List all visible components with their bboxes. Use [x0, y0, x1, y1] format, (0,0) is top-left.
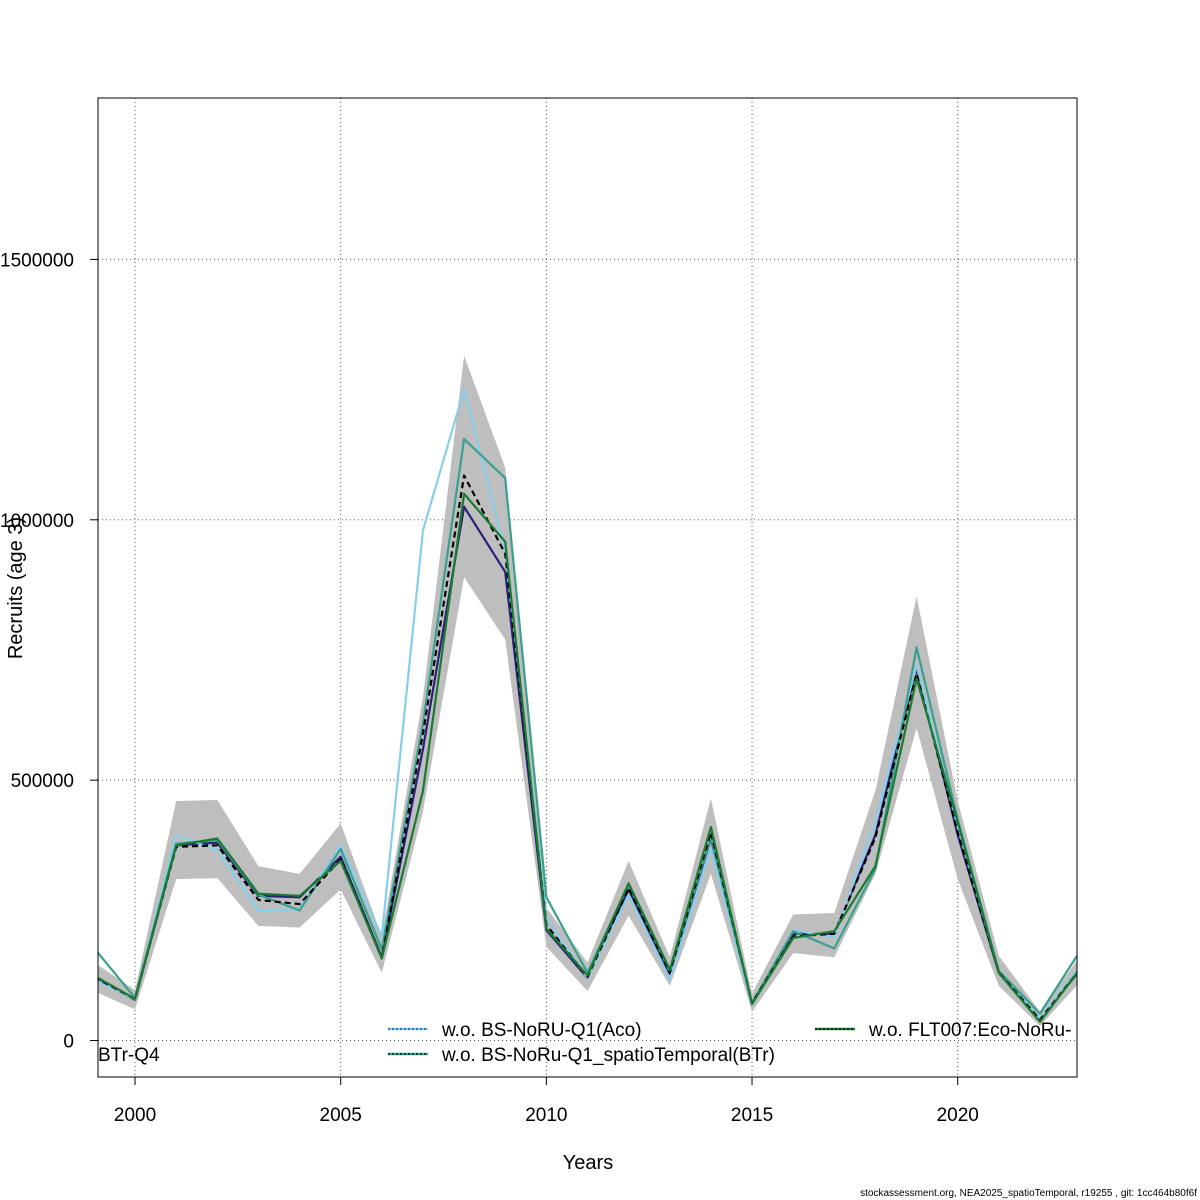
confidence-band	[98, 355, 1077, 1026]
plot-frame	[97, 97, 1078, 1078]
series-line-w-o-bs-noru-q3-btr	[98, 474, 1077, 1021]
x-tick-label-2010: 2010	[525, 1105, 567, 1126]
x-tick-label-2015: 2015	[731, 1105, 773, 1126]
x-axis-ticks: 2000 2005 2010 2015 2020	[114, 1077, 979, 1126]
y-tick-label-1500000: 1500000	[0, 250, 74, 271]
footer-credit: stockassessment.org, NEA2025_spatioTempo…	[860, 1188, 1197, 1199]
y-axis-label: Recruits (age 3)	[5, 517, 27, 659]
confidence-band-layer	[98, 355, 1077, 1026]
x-axis-label: Years	[563, 1152, 613, 1174]
series-line-w-o-flt007-eco-noru-btr-q4	[98, 492, 1077, 1023]
y-tick-label-500000: 500000	[11, 771, 74, 792]
y-tick-label-1000000: 1000000	[0, 511, 74, 532]
grid-lines	[98, 98, 1077, 1077]
legend-label-0: w.o. BS-NoRU-Q1(Aco)	[441, 1020, 642, 1041]
legend-label-2: w.o. FLT007:Eco-NoRu-	[868, 1020, 1071, 1041]
legend-label-1: w.o. BS-NoRu-Q1_spatioTemporal(BTr)	[441, 1045, 775, 1066]
x-tick-label-2020: 2020	[937, 1105, 979, 1126]
series-lines-layer	[98, 388, 1077, 1023]
y-axis-ticks: 0 500000 1000000 1500000	[0, 250, 98, 1053]
legend: w.o. BS-NoRU-Q1(Aco) w.o. BS-NoRu-Q1_spat…	[98, 1020, 1071, 1066]
x-tick-label-2000: 2000	[114, 1105, 156, 1126]
x-tick-label-2005: 2005	[320, 1105, 362, 1126]
legend-clipped-fragment: BTr-Q4	[98, 1045, 160, 1066]
y-tick-label-0: 0	[63, 1032, 74, 1053]
